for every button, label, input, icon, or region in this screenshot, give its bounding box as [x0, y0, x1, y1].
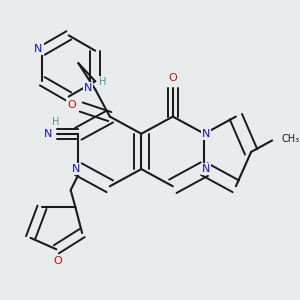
Text: N: N [72, 164, 81, 174]
Text: CH₃: CH₃ [282, 134, 300, 143]
Text: O: O [67, 100, 76, 110]
Text: N: N [44, 129, 52, 139]
Text: O: O [54, 256, 63, 266]
Text: N: N [34, 44, 43, 54]
Text: H: H [99, 77, 107, 87]
Text: O: O [169, 74, 177, 83]
Text: N: N [202, 164, 210, 174]
Text: H: H [52, 117, 59, 127]
Text: N: N [84, 83, 92, 93]
Text: N: N [202, 129, 210, 139]
